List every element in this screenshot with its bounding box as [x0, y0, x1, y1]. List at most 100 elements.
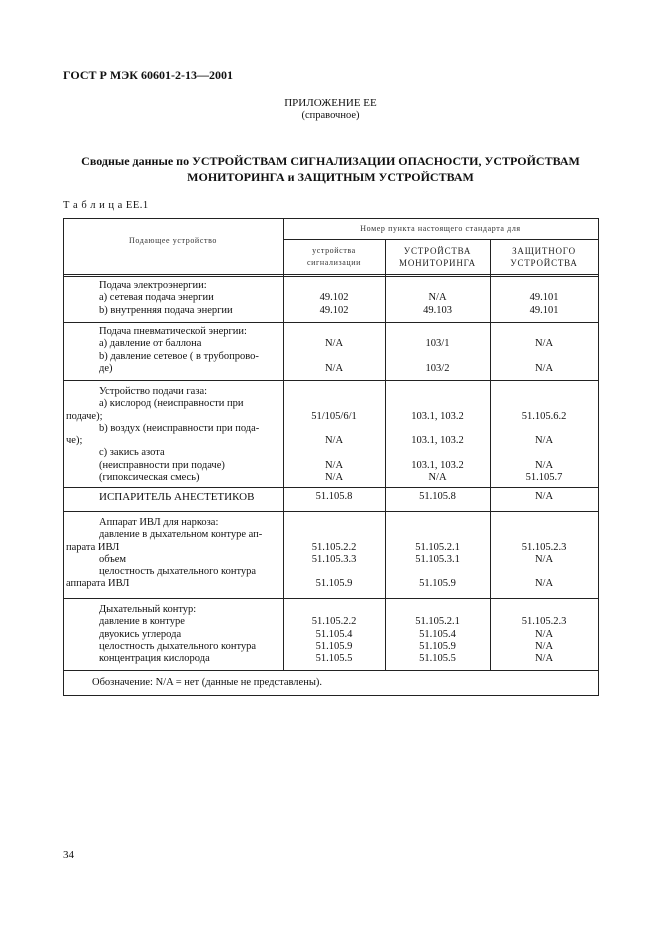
cell-value: N/A	[428, 472, 447, 484]
cell-value	[490, 386, 598, 398]
cell-value	[283, 326, 385, 338]
cell-value: N/A	[324, 459, 344, 471]
row-divider	[63, 598, 599, 599]
cell-value: N/A	[324, 338, 344, 350]
section-heading: Сводные данные по УСТРОЙСТВАМ СИГНАЛИЗАЦ…	[0, 153, 661, 185]
cell-value: 49.102	[319, 292, 349, 304]
cell-value: N/A	[534, 491, 554, 502]
row-label-line: давление в дыхательном контуре ап-	[99, 529, 263, 541]
header-line: УСТРОЙСТВА	[403, 246, 472, 256]
row-label-line: Дыхательный контур:	[99, 604, 197, 615]
cell-value	[385, 351, 490, 363]
cell-value: 51.105.9	[419, 578, 456, 590]
cell-value: N/A	[534, 628, 554, 640]
cell-value	[490, 529, 598, 541]
cell-value: 103/1	[425, 338, 450, 350]
cell-value: 51.105.8	[315, 491, 353, 502]
cell-value	[283, 447, 385, 459]
row-label-line: а) сетевая подача энергии	[99, 292, 214, 304]
cell-value: 51.105.2.2	[311, 616, 357, 628]
table-border-left	[63, 218, 64, 696]
cell-value: 51.105.3.3	[311, 553, 357, 565]
header-line: ЗАЩИТНОГО	[512, 246, 576, 256]
cell-value: 51.105.2.2	[311, 541, 357, 553]
cell-value: 51.105.4	[315, 628, 353, 640]
cell-value	[490, 280, 598, 292]
table-cell: 51.105.2.3 N/A N/A N/A	[490, 604, 598, 665]
cell-value: 51.105.5	[419, 653, 456, 665]
row-label-line: (неисправности при подаче)	[99, 459, 225, 471]
row-label-line: аппарата ИВЛ	[66, 578, 130, 590]
cell-value	[385, 386, 490, 398]
header-bottom-rule-2	[63, 276, 599, 277]
column-divider	[283, 218, 284, 670]
cell-value	[490, 517, 598, 529]
column-header-alarm: устройства сигнализации	[283, 245, 385, 269]
cell-value	[385, 529, 490, 541]
header-line: УСТРОЙСТВА	[510, 258, 578, 268]
row-label-line: парата ИВЛ	[66, 541, 120, 553]
table-cell: 49.101 49.101	[490, 280, 598, 317]
table-cell: 51/105/6/1 N/A N/A N/A	[283, 386, 385, 484]
cell-value: 51.105.3.1	[415, 553, 460, 565]
row-label: Аппарат ИВЛ для наркоза: давление в дыхат…	[66, 517, 280, 591]
column-header-protective: ЗАЩИТНОГО УСТРОЙСТВА	[490, 245, 598, 269]
cell-value	[490, 604, 598, 616]
row-label-line: (гипоксическая смесь)	[99, 472, 200, 484]
row-label-line: с) закись азота	[99, 447, 165, 459]
row-divider	[63, 670, 599, 671]
heading-line-2: МОНИТОРИНГА и ЗАЩИТНЫМ УСТРОЙСТВАМ	[187, 170, 474, 184]
cell-value: N/A	[534, 640, 554, 652]
header-divider	[283, 239, 599, 240]
cell-value: N/A	[534, 338, 554, 350]
cell-value	[283, 423, 385, 435]
cell-value	[490, 326, 598, 338]
cell-value: 103/2	[425, 362, 450, 374]
row-label-line: ИСПАРИТЕЛЬ АНЕСТЕТИКОВ	[99, 491, 255, 503]
column-header-monitoring: УСТРОЙСТВА МОНИТОРИНГА	[385, 245, 490, 269]
row-label-line: Подача электроэнергии:	[99, 280, 207, 291]
cell-value: 51.105.5	[315, 653, 353, 665]
row-label: Дыхательный контур: давление в контуре дву…	[66, 604, 280, 665]
cell-value: 103.1, 103.2	[411, 410, 464, 422]
cell-value: 51.105.7	[525, 472, 563, 484]
cell-value: 49.103	[423, 304, 452, 316]
heading-line-1: Сводные данные по УСТРОЙСТВАМ СИГНАЛИЗАЦ…	[81, 154, 580, 168]
cell-value: 51/105/6/1	[311, 410, 357, 422]
cell-value: 51.105.2.1	[415, 541, 460, 553]
row-label-line: b) воздух (неисправности при пода-	[99, 422, 260, 434]
row-label-line: Аппарат ИВЛ для наркоза:	[99, 517, 219, 528]
table-cell: N/A	[490, 491, 598, 503]
table-caption: Т а б л и ц а ЕЕ.1	[63, 200, 149, 211]
group-header: Номер пункта настоящего стандарта для	[360, 224, 521, 233]
header-line: сигнализации	[306, 258, 362, 267]
cell-value	[283, 529, 385, 541]
cell-value	[490, 398, 598, 410]
cell-value	[385, 280, 490, 292]
cell-value	[385, 604, 490, 616]
cell-value: N/A	[534, 362, 554, 374]
cell-value	[385, 398, 490, 410]
cell-value: N/A	[324, 435, 344, 447]
table-cell: 103.1, 103.2 103.1, 103.2 103.1, 103.2 N/A	[385, 386, 490, 484]
cell-value: 51.105.4	[419, 628, 456, 640]
row-label-line: целостность дыхательного контура	[99, 640, 257, 652]
document-code: ГОСТ Р МЭК 60601-2-13—2001	[63, 68, 233, 82]
cell-value: 51.105.9	[315, 578, 353, 590]
cell-value: N/A	[428, 292, 447, 304]
table-cell: 51.105.8	[385, 491, 490, 503]
row-label-line: а) кислород (неисправности при	[99, 398, 244, 410]
cell-value: 51.105.6.2	[521, 410, 567, 422]
cell-value: N/A	[534, 459, 554, 471]
column-divider	[385, 239, 386, 670]
table-cell: N/A 49.103	[385, 280, 490, 317]
row-label-line: давление в контуре	[99, 616, 185, 628]
cell-value: 49.102	[319, 304, 349, 316]
cell-value: 51.105.2.1	[415, 616, 460, 628]
cell-value: 103.1, 103.2	[411, 459, 464, 471]
cell-value: 51.105.2.3	[521, 541, 567, 553]
row-label-line: а) давление от баллона	[99, 338, 202, 350]
cell-value	[385, 566, 490, 578]
row-divider	[63, 487, 599, 488]
cell-value	[490, 351, 598, 363]
